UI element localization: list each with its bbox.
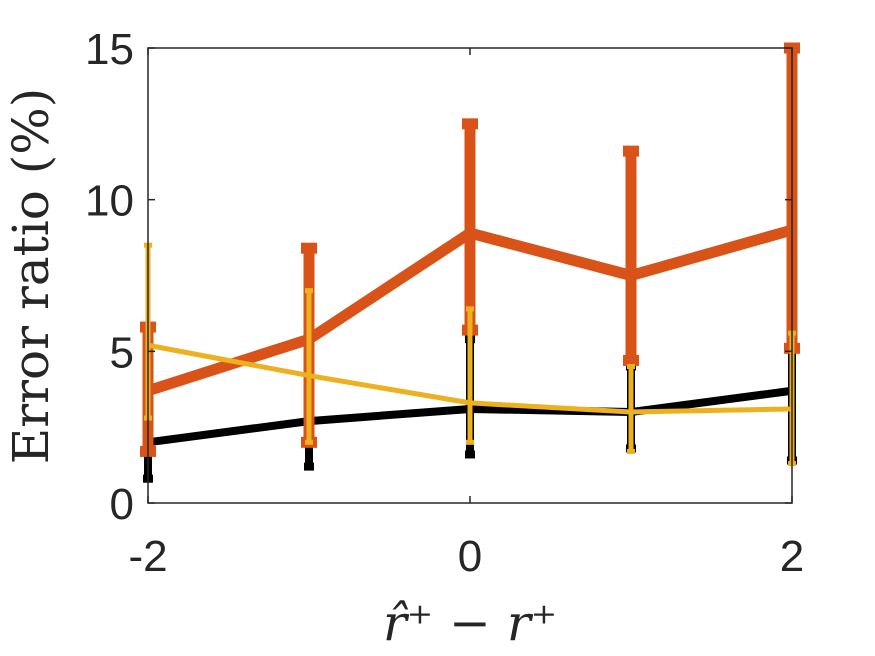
data-point: [625, 270, 637, 281]
y-tick-label: 10: [85, 177, 134, 226]
series-layer: [140, 42, 800, 483]
y-tick-label: 15: [85, 25, 134, 74]
data-point: [306, 373, 312, 379]
y-tick-label: 5: [110, 328, 134, 377]
x-tick-label: -2: [128, 532, 167, 581]
x-tick-label: 0: [458, 532, 482, 581]
x-tick-label: 2: [780, 532, 804, 581]
y-tick-label: 0: [110, 480, 134, 529]
x-axis-label: r̂⁺ − r⁺: [383, 594, 557, 652]
data-point: [467, 400, 473, 406]
y-axis-label: Error ratio (%): [2, 88, 60, 465]
data-point: [464, 227, 476, 239]
data-point: [628, 409, 634, 415]
